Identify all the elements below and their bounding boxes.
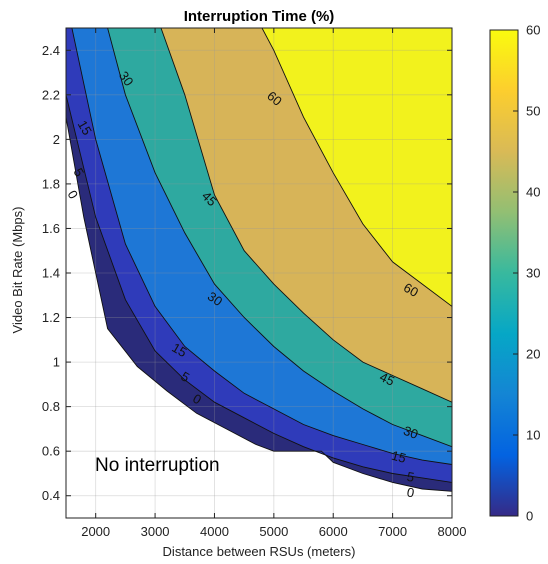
- colorbar-tick-label: 40: [526, 185, 540, 200]
- contour-line-45: [160, 28, 452, 403]
- contour-label: 30: [401, 423, 420, 442]
- x-tick-label: 5000: [259, 524, 288, 539]
- contour-label: 45: [377, 369, 396, 389]
- colorbar-tick-label: 0: [526, 509, 533, 524]
- contour-line-60: [261, 28, 452, 307]
- y-axis-ticks: 0.4 0.6 0.8 1 1.2 1.4 1.6 1.8 2 2.2 2.4: [42, 43, 452, 503]
- contour-label: 30: [116, 68, 137, 88]
- x-tick-label: 4000: [200, 524, 229, 539]
- no-interruption-annotation: No interruption: [95, 455, 220, 476]
- y-tick-label: 0.8: [42, 399, 60, 414]
- y-tick-label: 1.4: [42, 266, 60, 281]
- contour-fills: [66, 28, 452, 492]
- contour-line-0: [66, 117, 452, 492]
- contour-lines: [66, 28, 452, 492]
- x-tick-label: 7000: [378, 524, 407, 539]
- contour-fill-60: [262, 28, 452, 307]
- x-tick-label: 3000: [141, 524, 170, 539]
- contour-label: 15: [390, 448, 408, 466]
- y-tick-label: 2.4: [42, 43, 60, 58]
- y-tick-label: 2: [53, 132, 60, 147]
- contour-line-15: [71, 28, 452, 465]
- y-tick-label: 0.4: [42, 488, 60, 503]
- x-axis-label: Distance between RSUs (meters): [163, 544, 356, 559]
- x-tick-label: 8000: [438, 524, 467, 539]
- contour-label: 0: [406, 484, 416, 500]
- contour-line-30: [107, 28, 452, 448]
- contour-line-5: [66, 94, 452, 483]
- colorbar-tick-label: 20: [526, 347, 540, 362]
- y-tick-label: 2.2: [42, 87, 60, 102]
- colorbar-tick-label: 60: [526, 23, 540, 38]
- x-axis-ticks: 2000 3000 4000 5000 6000 7000 8000: [81, 28, 466, 539]
- y-axis-label: Video Bit Rate (Mbps): [10, 207, 25, 334]
- y-tick-label: 1.6: [42, 221, 60, 236]
- colorbar-tick-label: 50: [526, 104, 540, 119]
- contour-label: 30: [205, 289, 225, 310]
- y-tick-label: 1: [53, 355, 60, 370]
- contour-label: 60: [401, 280, 421, 300]
- colorbar-tick-label: 10: [526, 428, 540, 443]
- colorbar-tick-label: 30: [526, 266, 540, 281]
- y-tick-label: 0.6: [42, 444, 60, 459]
- contour-label: 15: [169, 340, 189, 360]
- y-tick-label: 1.8: [42, 176, 60, 191]
- contour-label: 15: [75, 118, 95, 138]
- x-tick-label: 2000: [81, 524, 110, 539]
- contour-label: 5: [406, 469, 416, 485]
- colorbar: 0 10 20 30 40 50 60: [489, 23, 540, 524]
- x-tick-label: 6000: [319, 524, 348, 539]
- colorbar-ticks: 0 10 20 30 40 50 60: [513, 23, 540, 524]
- y-tick-label: 1.2: [42, 310, 60, 325]
- chart-title: Interruption Time (%): [184, 8, 335, 25]
